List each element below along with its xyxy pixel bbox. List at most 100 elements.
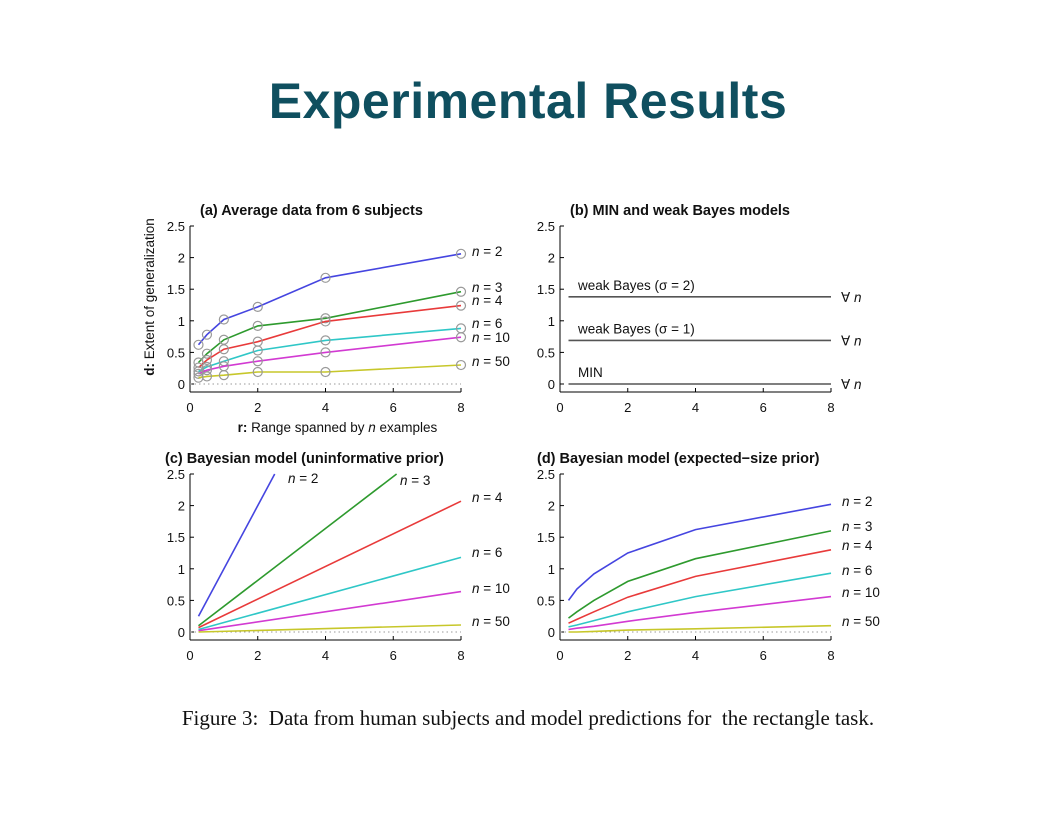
series-label: n = 10 bbox=[472, 330, 510, 345]
series-line-1 bbox=[567, 503, 832, 601]
slide-title: Experimental Results bbox=[268, 73, 788, 129]
series-line-2 bbox=[198, 473, 398, 627]
series-label: MIN bbox=[578, 365, 603, 380]
series-line-1 bbox=[197, 253, 462, 346]
series-label: weak Bayes (σ = 2) bbox=[577, 278, 695, 293]
y-tick-label: 2.5 bbox=[167, 219, 185, 234]
chart-panel-a: (a) Average data from 6 subjects 0 0.5 1 1.5… bbox=[142, 203, 510, 435]
x-tick-label: 2 bbox=[254, 400, 261, 415]
data-point bbox=[218, 314, 229, 325]
data-point bbox=[252, 345, 263, 356]
figure-caption: Figure 3: Data from human subjects and m… bbox=[181, 706, 875, 730]
data-point bbox=[201, 371, 213, 382]
series-label: n = 50 bbox=[842, 614, 880, 629]
x-tick-label: 6 bbox=[760, 400, 767, 415]
chart-title: (d) Bayesian model (expected−size prior) bbox=[537, 451, 820, 467]
y-tick-label: 0.5 bbox=[537, 345, 555, 360]
series-line-6 bbox=[198, 364, 462, 379]
series-label: n = 2 bbox=[842, 494, 872, 509]
y-axis-label: d: Extent of generalization bbox=[142, 218, 157, 376]
series-line-5 bbox=[198, 336, 462, 375]
data-point bbox=[320, 347, 331, 358]
y-tick-label: 0 bbox=[178, 625, 185, 640]
y-tick-label: 1 bbox=[548, 314, 555, 329]
series-label: n = 2 bbox=[472, 244, 502, 259]
x-tick-label: 4 bbox=[322, 400, 329, 415]
x-tick-label: 8 bbox=[827, 400, 834, 415]
series-label: n = 3 bbox=[842, 519, 872, 534]
data-point bbox=[193, 339, 204, 350]
series-label: n = 3 bbox=[472, 280, 502, 295]
series-label: n = 50 bbox=[472, 354, 510, 369]
x-tick-label: 0 bbox=[556, 648, 563, 663]
data-point bbox=[455, 286, 467, 297]
data-point bbox=[455, 359, 467, 371]
data-point bbox=[320, 316, 331, 327]
x-axis-label: r: Range spanned by n examples bbox=[238, 420, 438, 435]
data-point bbox=[252, 366, 263, 378]
series-end-label: ∀ n bbox=[841, 290, 862, 305]
series-line-6 bbox=[568, 624, 832, 633]
y-tick-label: 1.5 bbox=[167, 530, 185, 545]
series-label: n = 2 bbox=[288, 471, 318, 486]
data-point bbox=[455, 332, 467, 343]
data-point bbox=[252, 301, 263, 312]
chart-panel-b: (b) MIN and weak Bayes models 0 0.5 1 1.5 2 2.… bbox=[537, 203, 862, 415]
data-point bbox=[201, 354, 213, 366]
data-point bbox=[218, 344, 229, 355]
y-tick-label: 1 bbox=[178, 314, 185, 329]
series-label: n = 50 bbox=[472, 614, 510, 629]
data-point bbox=[320, 335, 331, 346]
y-tick-label: 2 bbox=[178, 251, 185, 266]
y-tick-label: 2 bbox=[548, 499, 555, 514]
series-line-3 bbox=[568, 549, 832, 624]
x-tick-label: 8 bbox=[457, 400, 464, 415]
data-point bbox=[320, 313, 331, 324]
series-line-3 bbox=[198, 500, 462, 629]
x-tick-label: 4 bbox=[692, 648, 699, 663]
data-point bbox=[320, 366, 331, 378]
y-tick-label: 0 bbox=[178, 377, 185, 392]
series-end-label: ∀ n bbox=[841, 377, 862, 392]
y-tick-label: 2 bbox=[178, 499, 185, 514]
x-tick-label: 0 bbox=[186, 400, 193, 415]
x-tick-label: 4 bbox=[692, 400, 699, 415]
series-label: weak Bayes (σ = 1) bbox=[577, 321, 695, 336]
series-label: n = 3 bbox=[400, 473, 430, 488]
y-tick-label: 2.5 bbox=[537, 467, 555, 482]
series-label: n = 4 bbox=[842, 538, 873, 553]
chart-title: (a) Average data from 6 subjects bbox=[200, 203, 423, 219]
x-tick-label: 4 bbox=[322, 648, 329, 663]
series-label: n = 6 bbox=[472, 316, 502, 331]
x-tick-label: 6 bbox=[390, 400, 397, 415]
y-tick-label: 1.5 bbox=[537, 530, 555, 545]
x-tick-label: 0 bbox=[186, 648, 193, 663]
y-tick-label: 2.5 bbox=[167, 467, 185, 482]
series-label: n = 4 bbox=[472, 293, 503, 308]
data-point bbox=[455, 300, 467, 311]
series-label: n = 6 bbox=[842, 563, 872, 578]
data-point bbox=[252, 356, 263, 367]
x-tick-label: 2 bbox=[254, 648, 261, 663]
y-tick-label: 2 bbox=[548, 251, 555, 266]
series-label: n = 4 bbox=[472, 490, 503, 505]
series-line-5 bbox=[198, 590, 462, 632]
series-line-1 bbox=[197, 473, 276, 617]
x-tick-label: 2 bbox=[624, 648, 631, 663]
y-tick-label: 1 bbox=[178, 562, 185, 577]
series-line-4 bbox=[198, 327, 462, 373]
chart-panel-c: (c) Bayesian model (uninformative prior)… bbox=[165, 451, 510, 663]
y-tick-label: 0.5 bbox=[537, 593, 555, 608]
data-point bbox=[201, 348, 213, 359]
series-line-3 bbox=[197, 304, 462, 369]
series-line-5 bbox=[568, 595, 832, 631]
y-tick-label: 1.5 bbox=[537, 282, 555, 297]
data-point bbox=[201, 329, 213, 340]
chart-title: (b) MIN and weak Bayes models bbox=[570, 203, 790, 219]
series-label: n = 10 bbox=[842, 585, 880, 600]
data-point bbox=[201, 364, 213, 376]
x-tick-label: 6 bbox=[760, 648, 767, 663]
series-line-4 bbox=[198, 556, 462, 631]
x-tick-label: 8 bbox=[827, 648, 834, 663]
